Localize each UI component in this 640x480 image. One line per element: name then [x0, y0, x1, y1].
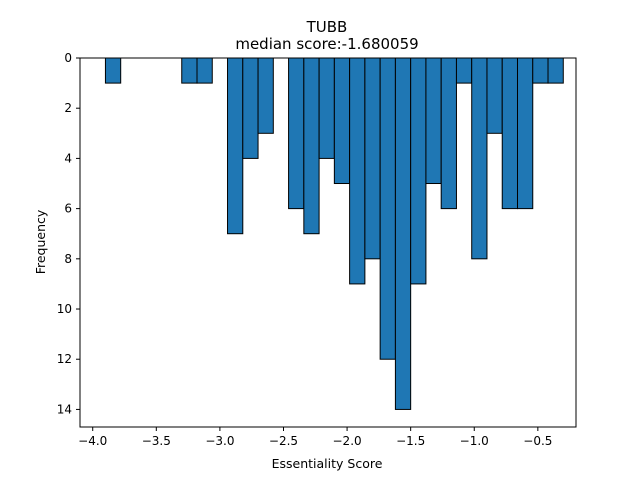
y-axis-ticks: 0 2 4 6 8 10 12 14 [57, 51, 80, 416]
histogram-bar [349, 57, 366, 285]
bars-group [104, 57, 564, 410]
histogram-bar [242, 57, 259, 159]
y-tick-label: 8 [64, 252, 72, 266]
y-tick-label: 0 [64, 51, 72, 65]
histogram-bar [303, 57, 320, 235]
histogram-bar [455, 57, 473, 84]
histogram-bar [410, 57, 427, 285]
y-tick-label: 12 [57, 352, 72, 366]
histogram-bar [257, 57, 274, 134]
histogram-bar [471, 57, 488, 260]
y-axis-label: Frequency [33, 209, 48, 274]
histogram-bar [379, 57, 396, 360]
x-tick-label: −2.0 [333, 434, 362, 448]
y-tick-label: 14 [57, 402, 72, 416]
histogram-bar [394, 57, 412, 410]
histogram-bar [364, 57, 381, 260]
chart-title: TUBB [306, 18, 348, 36]
x-tick-label: −3.0 [205, 434, 234, 448]
histogram-bar [104, 57, 122, 84]
x-axis-label: Essentiality Score [272, 456, 383, 471]
x-tick-label: −2.5 [269, 434, 298, 448]
x-axis-ticks: −4.0 −3.5 −3.0 −2.5 −2.0 −1.5 −1.0 −0.5 [78, 427, 552, 448]
y-tick-label: 6 [64, 202, 72, 216]
histogram-bar [532, 57, 549, 84]
y-tick-label: 10 [57, 302, 72, 316]
histogram-bar [486, 57, 503, 134]
plot-area-frame [79, 57, 577, 428]
y-tick-label: 4 [64, 151, 72, 165]
histogram-bar [196, 57, 213, 84]
x-tick-label: −0.5 [523, 434, 552, 448]
y-tick-label: 2 [64, 101, 72, 115]
x-tick-label: −3.5 [142, 434, 171, 448]
x-tick-label: −1.0 [460, 434, 489, 448]
histogram-bar [516, 57, 534, 210]
histogram-bar [227, 57, 244, 235]
histogram-bar [440, 57, 457, 210]
chart-subtitle: median score:-1.680059 [235, 35, 418, 53]
histogram-bar [333, 57, 351, 185]
histogram-bar [425, 57, 442, 185]
x-tick-label: −4.0 [78, 434, 107, 448]
histogram-bar [547, 57, 564, 84]
histogram-bar [181, 57, 198, 84]
histogram-bar [501, 57, 518, 210]
histogram-bar [288, 57, 305, 210]
histogram-bar [318, 57, 335, 159]
x-tick-label: −1.5 [396, 434, 425, 448]
